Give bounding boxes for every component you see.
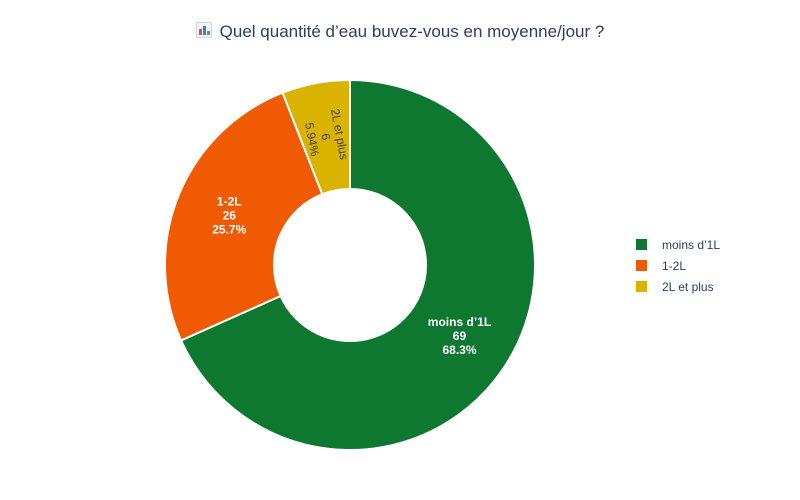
slice-1-2l[interactable]	[164, 91, 324, 342]
slice-label-1-2l: 1-2L 26 25.7%	[212, 195, 246, 237]
legend-swatch	[636, 260, 647, 271]
bar-chart-emoji-icon	[195, 22, 212, 38]
legend-label: 2L et plus	[662, 279, 714, 294]
legend-item-moins-d-1l[interactable]: moins d’1L	[636, 234, 720, 255]
chart-legend: moins d’1L 1-2L 2L et plus	[636, 234, 720, 297]
slice-label-moins-d-1l: moins d’1L 69 68.3%	[428, 315, 491, 357]
legend-label: 1-2L	[662, 258, 687, 273]
chart-title-text: Quel quantité d’eau buvez-vous en moyenn…	[219, 22, 605, 41]
slice-2l-et-plus[interactable]	[281, 78, 351, 196]
legend-swatch	[636, 239, 647, 250]
chart-title: Quel quantité d’eau buvez-vous en moyenn…	[0, 22, 800, 42]
legend-label: moins d’1L	[662, 237, 721, 252]
legend-item-1-2l[interactable]: 1-2L	[636, 255, 720, 276]
slice-moins-d-1l[interactable]	[179, 78, 536, 451]
legend-item-2l-et-plus[interactable]: 2L et plus	[636, 276, 720, 297]
legend-swatch	[636, 281, 647, 292]
